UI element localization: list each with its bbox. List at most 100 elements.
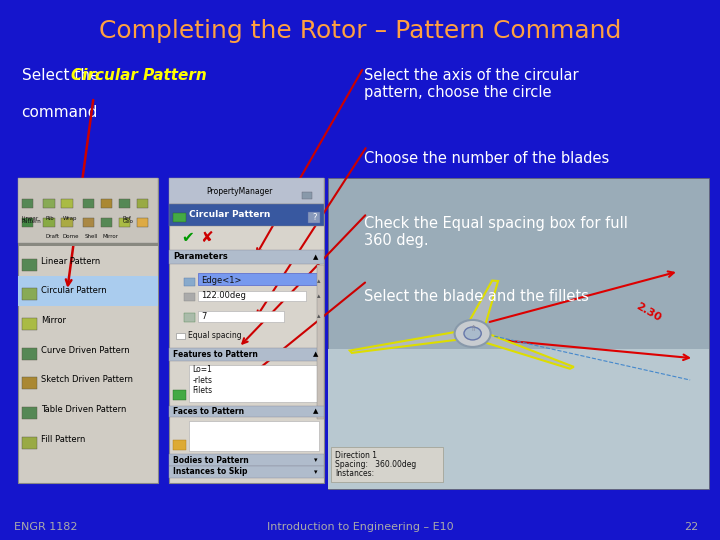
Bar <box>317 265 324 418</box>
Text: 2.30: 2.30 <box>634 301 662 323</box>
Text: 7: 7 <box>201 312 206 321</box>
Bar <box>302 192 312 199</box>
Bar <box>173 213 186 222</box>
Polygon shape <box>466 330 574 369</box>
Text: Dome: Dome <box>63 234 79 239</box>
Text: ✘: ✘ <box>200 230 213 245</box>
Text: Curve Driven Pattern: Curve Driven Pattern <box>41 346 130 355</box>
Text: Instances:: Instances: <box>335 469 374 478</box>
Bar <box>184 313 195 322</box>
Text: Draft: Draft <box>45 234 59 239</box>
Bar <box>18 276 158 306</box>
Text: 122.00deg: 122.00deg <box>201 292 246 300</box>
Polygon shape <box>463 281 498 334</box>
Text: Sketch Driven Pattern: Sketch Driven Pattern <box>41 375 133 384</box>
Circle shape <box>464 327 481 340</box>
Bar <box>22 288 37 300</box>
Bar <box>22 348 37 360</box>
Bar <box>189 421 319 451</box>
Bar <box>18 243 158 246</box>
Text: Parameters: Parameters <box>173 252 228 261</box>
Text: ▲: ▲ <box>312 352 318 357</box>
Bar <box>22 218 33 227</box>
Text: Completing the Rotor – Pattern Command: Completing the Rotor – Pattern Command <box>99 19 621 43</box>
Bar <box>189 365 319 402</box>
Polygon shape <box>350 329 476 353</box>
Text: Filets: Filets <box>192 387 212 395</box>
Bar <box>328 349 709 489</box>
Text: ▴: ▴ <box>317 293 320 299</box>
Bar <box>119 199 130 208</box>
Bar <box>173 440 186 450</box>
Circle shape <box>454 320 490 347</box>
Bar <box>198 273 320 285</box>
Bar <box>119 218 130 227</box>
Text: Table Driven Pattern: Table Driven Pattern <box>41 405 127 414</box>
Text: ▲: ▲ <box>312 254 318 260</box>
Text: Mirror: Mirror <box>41 316 66 325</box>
Text: Features to Pattern: Features to Pattern <box>173 350 258 359</box>
Text: Check the Equal spacing box for full
360 deg.: Check the Equal spacing box for full 360… <box>364 216 627 248</box>
Text: ?: ? <box>312 213 317 222</box>
Text: Geo: Geo <box>122 219 133 224</box>
Text: command: command <box>22 105 98 120</box>
Bar <box>83 199 94 208</box>
Text: Select the: Select the <box>22 68 104 83</box>
Text: Spacing:   360.00deg: Spacing: 360.00deg <box>335 460 416 469</box>
Text: ▴: ▴ <box>317 278 320 284</box>
Bar <box>169 250 324 264</box>
Bar <box>61 199 73 208</box>
Text: Select the axis of the circular
pattern, choose the circle: Select the axis of the circular pattern,… <box>364 68 578 100</box>
Text: Faces to Pattern: Faces to Pattern <box>173 407 244 416</box>
Bar <box>173 390 186 400</box>
Bar <box>18 178 158 243</box>
Text: PropertyManager: PropertyManager <box>206 187 273 195</box>
Bar <box>61 218 73 227</box>
Bar <box>101 218 112 227</box>
Text: Ref: Ref <box>122 216 131 221</box>
Bar <box>198 311 284 322</box>
Text: ▴: ▴ <box>317 313 320 320</box>
Text: Circular Pattern: Circular Pattern <box>71 68 207 83</box>
Text: ▾: ▾ <box>314 469 317 475</box>
Bar <box>22 199 33 208</box>
Bar <box>328 178 709 489</box>
Text: ▲: ▲ <box>312 408 318 415</box>
Text: Select the blade and the fillets: Select the blade and the fillets <box>364 289 588 304</box>
Bar <box>18 178 158 483</box>
Text: Equal spacing: Equal spacing <box>188 332 241 340</box>
Text: -rlets: -rlets <box>192 376 212 384</box>
Text: Edge<1>: Edge<1> <box>201 276 241 285</box>
Bar <box>22 437 37 449</box>
Text: Circular Pattern: Circular Pattern <box>189 211 271 219</box>
Bar <box>43 199 55 208</box>
Text: Instances to Skip: Instances to Skip <box>173 468 247 476</box>
Text: Direction 1: Direction 1 <box>335 451 377 460</box>
Text: Mirror: Mirror <box>103 234 119 239</box>
Text: Choose the number of the blades: Choose the number of the blades <box>364 151 609 166</box>
Bar <box>169 406 324 417</box>
Text: Fill Pattern: Fill Pattern <box>41 435 86 444</box>
Bar <box>184 293 195 301</box>
Text: Lo=1: Lo=1 <box>192 365 212 374</box>
Bar <box>22 377 37 389</box>
Text: Linear Pattern: Linear Pattern <box>41 256 100 266</box>
Text: Wrap: Wrap <box>63 216 77 221</box>
Text: Circular Pattern: Circular Pattern <box>41 286 107 295</box>
Bar <box>169 178 324 483</box>
Bar <box>169 454 324 466</box>
Bar <box>22 318 37 330</box>
Bar <box>83 218 94 227</box>
Text: ▾: ▾ <box>314 457 317 463</box>
Text: 22: 22 <box>684 522 698 532</box>
Bar <box>169 204 324 226</box>
Bar <box>169 178 324 204</box>
Bar <box>101 199 112 208</box>
Text: Introduction to Engineering – E10: Introduction to Engineering – E10 <box>266 522 454 532</box>
Bar <box>176 333 185 339</box>
Bar <box>43 218 55 227</box>
Bar <box>169 348 324 361</box>
Bar <box>22 407 37 419</box>
Text: Linear: Linear <box>22 216 39 221</box>
Bar <box>331 447 443 482</box>
